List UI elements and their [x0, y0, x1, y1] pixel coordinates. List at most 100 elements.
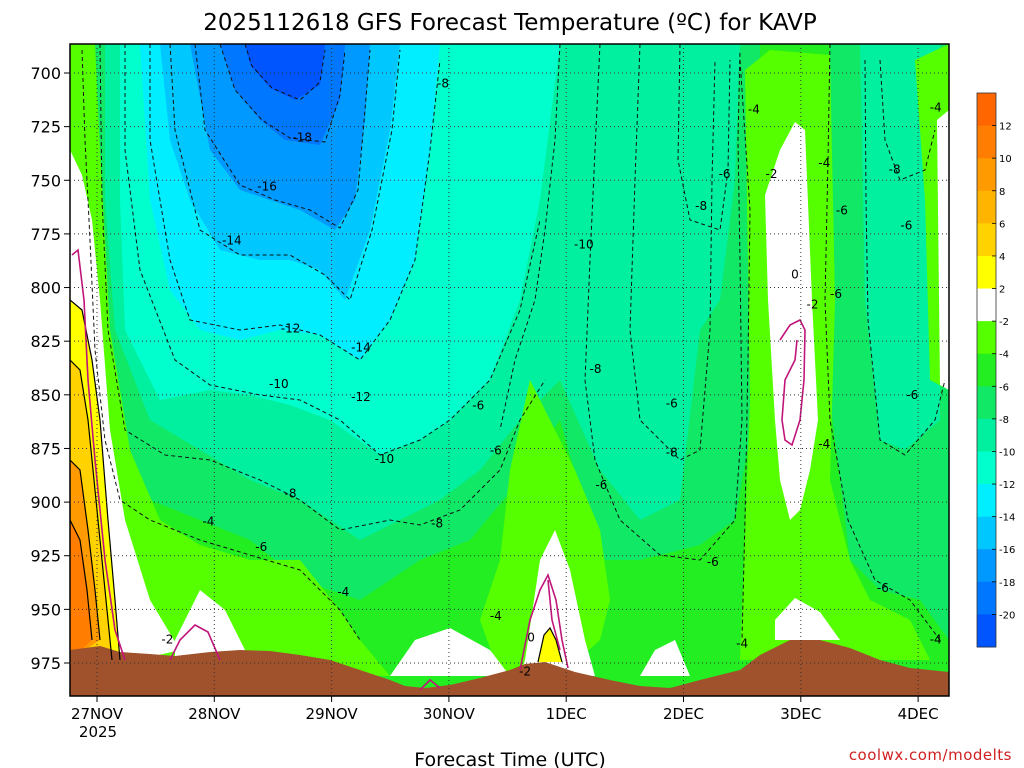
- colorbar-swatch: [977, 484, 996, 518]
- x-tick-label: 4DEC: [898, 705, 939, 723]
- contour-label-text: -6: [877, 581, 889, 595]
- colorbar-swatch: [977, 321, 996, 355]
- contour-label: -4: [337, 585, 349, 599]
- contour-label: -4: [736, 637, 748, 651]
- contour-label: -6: [900, 218, 912, 232]
- contour-label-text: -8: [590, 362, 602, 376]
- terrain: [70, 640, 949, 696]
- colorbar-swatch: [977, 516, 996, 550]
- contour-label: -6: [836, 203, 848, 217]
- contour-label-text: -8: [437, 77, 449, 91]
- contour-label: -2: [519, 665, 531, 679]
- contour-label-text: -4: [490, 609, 502, 623]
- x-tick-label: 3DEC: [780, 705, 821, 723]
- contour-label: -6: [595, 478, 607, 492]
- contour-label: -4: [818, 156, 830, 170]
- contour-label-text: -6: [906, 388, 918, 402]
- colorbar-swatch: [977, 190, 996, 224]
- colorbar-tick-label: 2: [999, 285, 1005, 296]
- field-white-mid-3: [520, 530, 595, 676]
- colorbar-swatch: [977, 93, 996, 127]
- contour-label-text: -10: [269, 377, 289, 391]
- y-tick-label: 750: [30, 171, 61, 190]
- contour-label: 0: [527, 630, 535, 644]
- y-tick-label: 900: [30, 493, 61, 512]
- y-tick-label: 850: [30, 386, 61, 405]
- contour-label-text: -6: [836, 203, 848, 217]
- colorbar-swatch: [977, 353, 996, 387]
- field-white-right-column: [765, 122, 818, 520]
- colorbar-swatch: [977, 614, 996, 648]
- contour-label-text: -4: [736, 637, 748, 651]
- contour-label: -8: [285, 487, 297, 501]
- contour-label: -6: [830, 287, 842, 301]
- contour-label-text: -4: [930, 100, 942, 114]
- colorbar-swatch: [977, 386, 996, 420]
- contour-label: -6: [707, 555, 719, 569]
- contour-label: -6: [472, 399, 484, 413]
- contour-label-text: -4: [748, 102, 760, 116]
- contour-label-text: -6: [719, 167, 731, 181]
- contour-label-text: -6: [255, 540, 267, 554]
- contour-label-text: -2: [519, 665, 531, 679]
- colorbar-swatch: [977, 223, 996, 257]
- contour-label-text: -14: [222, 233, 242, 247]
- colorbar-tick-label: -8: [999, 415, 1009, 426]
- contour-label: -18: [292, 130, 312, 144]
- contour-label: -8: [666, 446, 678, 460]
- contour-label-text: -2: [807, 298, 819, 312]
- x-tick-label: 30NOV: [423, 705, 476, 723]
- contour-label: -2: [807, 298, 819, 312]
- contour-label: -2: [765, 167, 777, 181]
- contour-label-text: -6: [900, 218, 912, 232]
- contour-label: -10: [375, 452, 395, 466]
- y-tick-label: 875: [30, 439, 61, 458]
- contour-label-text: -4: [818, 437, 830, 451]
- colorbar-swatch: [977, 581, 996, 615]
- contour-label: -6: [666, 396, 678, 410]
- contour-label-text: -14: [351, 341, 371, 355]
- contour-label: -8: [431, 517, 443, 531]
- y-tick-label: 925: [30, 547, 61, 566]
- x-year-label: 2025: [79, 723, 117, 741]
- contour-label: -4: [930, 632, 942, 646]
- x-tick-label: 1DEC: [546, 705, 587, 723]
- contour-label: -2: [161, 632, 173, 646]
- y-tick-label: 975: [30, 654, 61, 673]
- contour-label-text: -8: [285, 487, 297, 501]
- y-tick-label: 700: [30, 64, 61, 83]
- contour-label-text: -10: [375, 452, 395, 466]
- y-tick-label: 725: [30, 118, 61, 137]
- y-tick-label: 800: [30, 279, 61, 298]
- contour-label-text: -12: [351, 390, 371, 404]
- contour-label: -4: [930, 100, 942, 114]
- contour-label-text: -12: [281, 321, 301, 335]
- y-tick-label: 775: [30, 225, 61, 244]
- field-band-m2-left: [70, 44, 390, 676]
- contour-label-text: -10: [574, 238, 594, 252]
- colorbar-tick-label: -12: [999, 480, 1015, 491]
- contour-label-text: -6: [707, 555, 719, 569]
- contour-label: -12: [351, 390, 371, 404]
- contour-label-text: -18: [292, 130, 312, 144]
- contour-labels: -18 -16 -14 -14 -12 -12 -10 -10 -10 -8 -8 -8 -8 -8 -8 -…: [161, 77, 942, 679]
- field-band-m8-right: [860, 44, 940, 450]
- contour-label: -6: [719, 167, 731, 181]
- contour-label-text: -6: [472, 399, 484, 413]
- contour-label: -4: [748, 102, 760, 116]
- credit-label: coolwx.com/modelts: [849, 746, 1012, 764]
- contour-label-text: -4: [930, 632, 942, 646]
- y-axis: 700 725 750 775 800 825 850 875 900 925 950 975: [30, 64, 70, 673]
- colorbar-tick-label: 10: [999, 154, 1012, 165]
- contour-label: -16: [257, 180, 277, 194]
- colorbar-tick-label: -2: [999, 317, 1009, 328]
- contour-label: -8: [437, 77, 449, 91]
- grid-lines: [70, 44, 949, 696]
- colorbar-swatch: [977, 451, 996, 485]
- colorbar-tick-label: -10: [999, 447, 1015, 458]
- contour-label: -6: [490, 444, 502, 458]
- x-tick-label: 29NOV: [306, 705, 359, 723]
- x-tick-label: 2DEC: [663, 705, 704, 723]
- contour-label-text: -6: [830, 287, 842, 301]
- contour-label: -10: [269, 377, 289, 391]
